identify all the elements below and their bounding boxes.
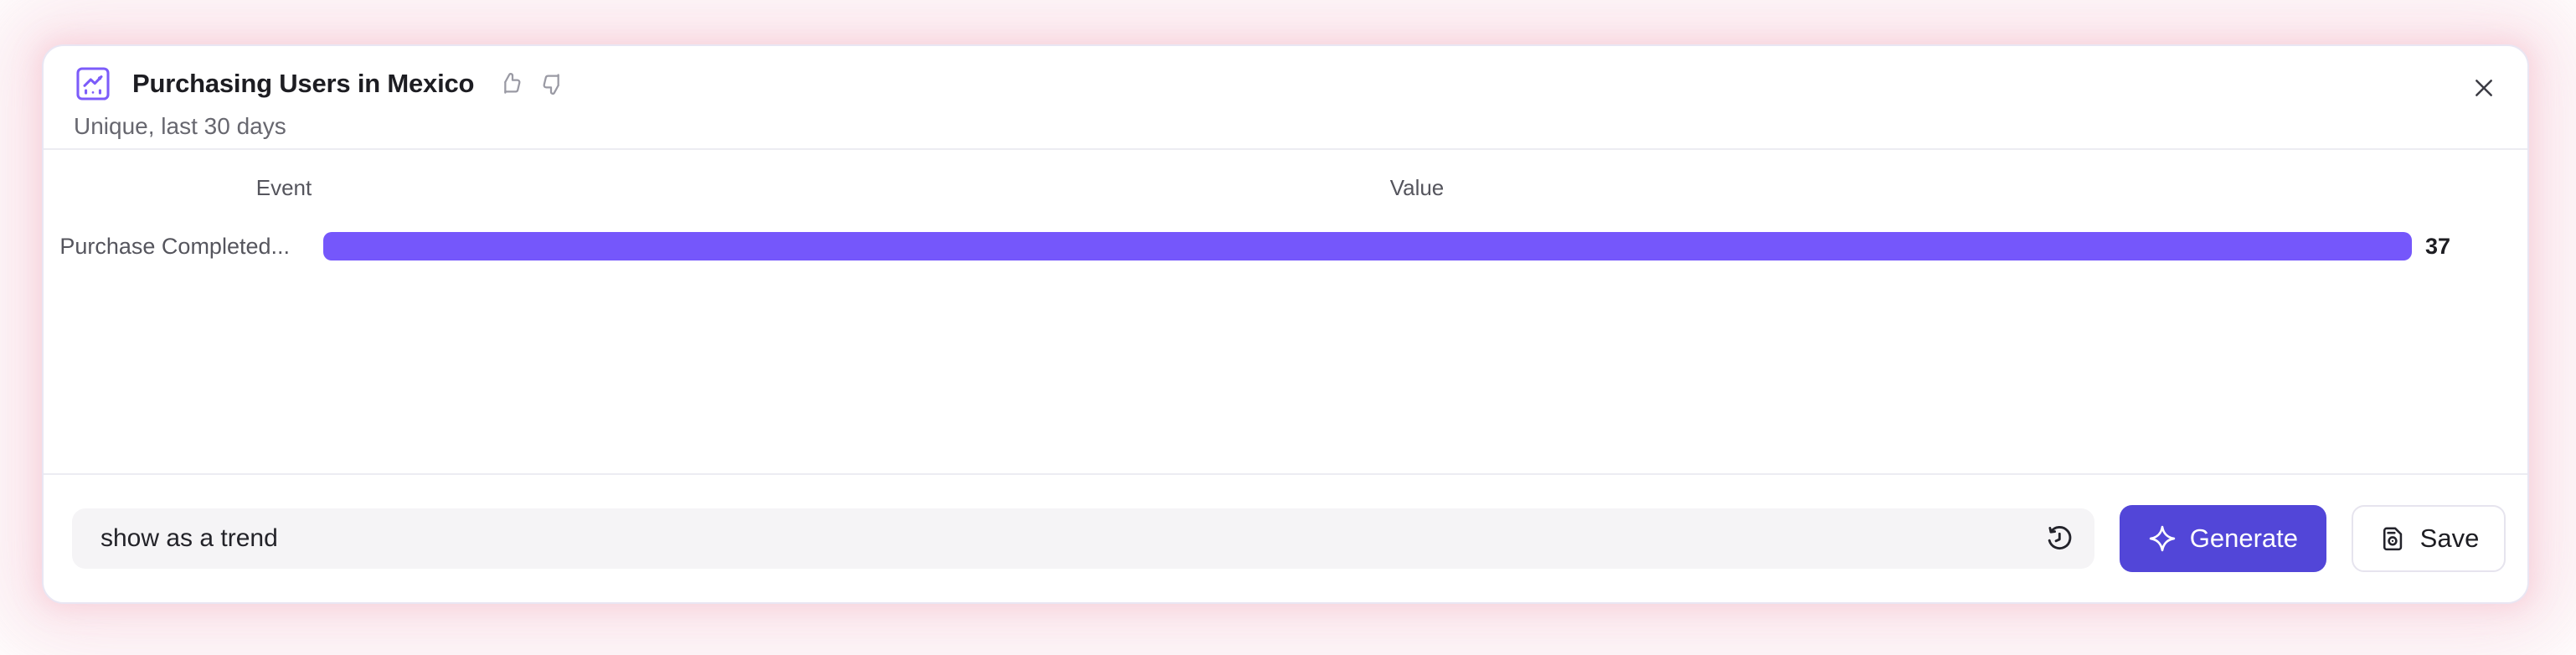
close-button[interactable] [2467,71,2501,105]
sparkle-icon [2149,525,2175,552]
report-subtitle: Unique, last 30 days [74,113,286,139]
prompt-input[interactable] [72,508,2094,569]
bar-track [323,232,2412,260]
column-header-value: Value [1389,175,1445,200]
page-title: Purchasing Users in Mexico [132,69,475,98]
card-header: Purchasing Users in Mexico [44,46,2527,150]
bar-fill[interactable] [323,232,2412,260]
bar-chart: Event Value Purchase Completed... 37 [44,150,2527,477]
column-header-event: Event [255,175,312,200]
generate-button[interactable]: Generate [2119,505,2326,572]
bar-value-label: 37 [2425,234,2451,259]
report-card: Purchasing Users in Mexico [42,44,2529,604]
thumbs-up-button[interactable] [497,70,524,97]
save-button-label: Save [2419,523,2480,553]
generate-button-label: Generate [2189,523,2298,553]
thumbs-down-button[interactable] [539,70,566,97]
history-button[interactable] [2043,522,2076,555]
event-label: Purchase Completed... [59,234,290,259]
prompt-footer: Generate Save [44,473,2527,602]
save-bookmark-icon [2383,527,2402,551]
line-chart-report-icon [74,64,112,103]
save-button[interactable]: Save [2352,505,2506,572]
table-row: Purchase Completed... 37 [44,230,2527,263]
